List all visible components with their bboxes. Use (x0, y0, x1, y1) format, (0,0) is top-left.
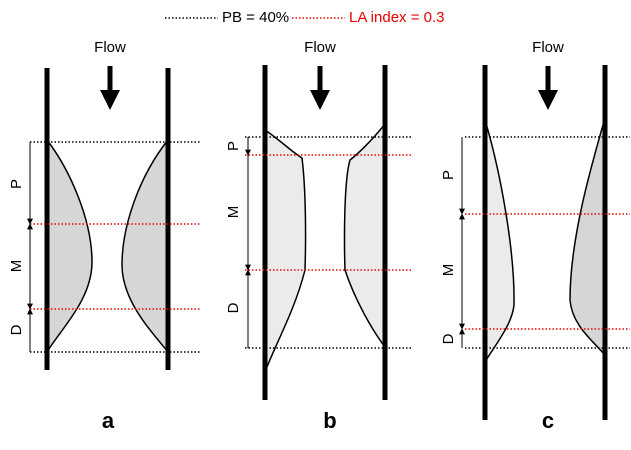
panel-label: a (102, 408, 115, 433)
segment-label: P (8, 179, 25, 189)
segment-label: P (440, 170, 457, 180)
panel: Flow P M D b (225, 39, 412, 433)
segment-label: P (225, 141, 242, 151)
segment-label: D (8, 324, 25, 335)
legend-label: PB = 40% (222, 9, 289, 26)
plaque (265, 130, 306, 372)
legend-label: LA index = 0.3 (349, 9, 445, 26)
panel: Flow P M D c (440, 39, 630, 433)
segment-label: M (225, 206, 242, 219)
flow-label: Flow (94, 39, 126, 56)
segment-label: M (8, 260, 25, 273)
segment-label: M (440, 264, 457, 277)
panel: Flow P M D a (8, 39, 200, 433)
plaque (47, 140, 92, 352)
diagram: PB = 40% LA index = 0.3 Flow P M D a Flo… (0, 0, 631, 450)
segment-label: D (225, 302, 242, 313)
panel-label: c (542, 408, 554, 433)
segment-label: D (440, 333, 457, 344)
plaque (122, 140, 168, 352)
plaque (570, 118, 605, 355)
plaque (345, 124, 385, 347)
panel-label: b (323, 408, 336, 433)
flow-label: Flow (532, 39, 564, 56)
plaque (485, 120, 514, 362)
flow-label: Flow (304, 39, 336, 56)
